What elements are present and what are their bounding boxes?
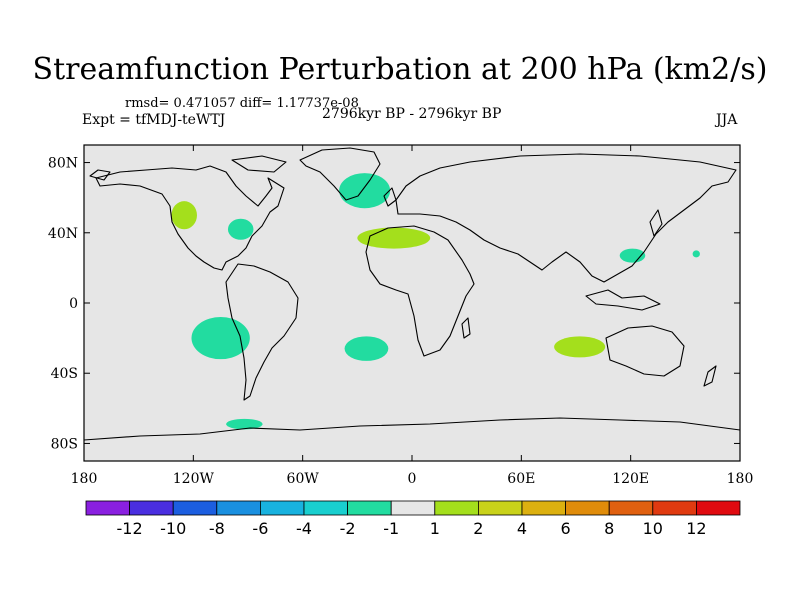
colorbar-swatch <box>477 500 523 516</box>
colorbar-label: 8 <box>604 519 614 538</box>
australia-outline <box>605 325 685 377</box>
colorbar-label: -6 <box>252 519 268 538</box>
eurasia-outline <box>395 153 737 283</box>
colorbar-label: -2 <box>340 519 356 538</box>
x-tick-label: 180 <box>727 471 754 487</box>
colorbar-swatch <box>608 500 654 516</box>
greenland-outline <box>299 147 381 201</box>
southeast-asia-islands <box>585 289 661 311</box>
y-tick-label: 80N <box>48 156 78 172</box>
anomaly-western-north-america <box>171 201 197 230</box>
coastlines <box>83 147 741 441</box>
colorbar-swatch <box>259 500 305 516</box>
antarctica-outline <box>83 417 741 441</box>
arctic-islands <box>231 155 287 173</box>
japan-outline <box>649 209 663 237</box>
colorbar-label: 4 <box>517 519 527 538</box>
colorbar-swatch <box>347 500 392 516</box>
new-zealand-outline <box>703 365 717 387</box>
anomaly-great-lakes <box>227 218 254 240</box>
anomaly-layer <box>171 173 700 430</box>
colorbar-label: -12 <box>117 519 143 538</box>
colorbar-label: -8 <box>209 519 225 538</box>
anomaly-indian-ocean <box>554 336 606 358</box>
colorbar-swatch <box>85 500 130 516</box>
anomaly-south-east-pacific <box>191 317 250 360</box>
y-tick-label: 0 <box>69 296 78 312</box>
anomaly-south-atlantic <box>344 336 389 361</box>
colorbar-swatch <box>172 500 218 516</box>
map-background <box>84 145 740 461</box>
period-text: 2796kyr BP - 2796kyr BP <box>322 106 502 122</box>
colorbar-label: 10 <box>643 519 663 538</box>
y-tick-label: 80S <box>51 436 78 452</box>
colorbar-label: 12 <box>686 519 706 538</box>
x-tick-label: 0 <box>408 471 417 487</box>
x-tick-label: 120W <box>173 471 215 487</box>
alaska-outline <box>89 169 111 181</box>
madagascar-outline <box>461 317 471 339</box>
experiment-text: Expt = tfMDJ-teWTJ <box>82 112 226 128</box>
y-tick-label: 40S <box>51 366 78 382</box>
colorbar-label: 1 <box>430 519 440 538</box>
colorbar: -12 -10 -8 -6 -4 -2 -1 1 2 4 6 8 10 12 <box>85 500 741 538</box>
axis-layer: 180 120W 60W 0 60E 120E 180 80N 40N 0 40S 80S <box>48 145 753 487</box>
x-tick-label: 120E <box>612 471 649 487</box>
colorbar-swatch <box>303 500 348 516</box>
africa-outline <box>365 225 475 357</box>
anomaly-antarctic-coast <box>226 418 263 430</box>
stats-text: rmsd= 0.471057 diff= 1.17737e-08 <box>125 96 359 111</box>
colorbar-swatch <box>521 500 566 516</box>
anomaly-central-pacific-north <box>692 250 700 258</box>
colorbar-swatch <box>390 500 436 516</box>
chart-title: Streamfunction Perturbation at 200 hPa (… <box>32 52 768 87</box>
x-tick-label: 60W <box>287 471 320 487</box>
colorbar-label: 6 <box>561 519 571 538</box>
colorbar-swatch <box>696 500 741 516</box>
south-america-outline <box>225 263 299 401</box>
uk-outline <box>383 187 397 207</box>
season-text: JJA <box>716 112 738 128</box>
colorbar-swatch <box>565 500 610 516</box>
colorbar-label: -1 <box>383 519 399 538</box>
anomaly-east-asia <box>619 248 646 263</box>
north-america-outline <box>95 165 285 271</box>
colorbar-swatch <box>216 500 261 516</box>
y-tick-label: 40N <box>48 226 78 242</box>
colorbar-swatch <box>652 500 697 516</box>
colorbar-label: 2 <box>473 519 483 538</box>
colorbar-label: -4 <box>296 519 312 538</box>
x-tick-label: 180 <box>71 471 98 487</box>
anomaly-mediterranean <box>357 227 431 249</box>
colorbar-label: -10 <box>160 519 186 538</box>
colorbar-swatch <box>129 500 174 516</box>
colorbar-swatch <box>434 500 479 516</box>
x-tick-label: 60E <box>507 471 535 487</box>
anomaly-greenland <box>339 173 391 209</box>
